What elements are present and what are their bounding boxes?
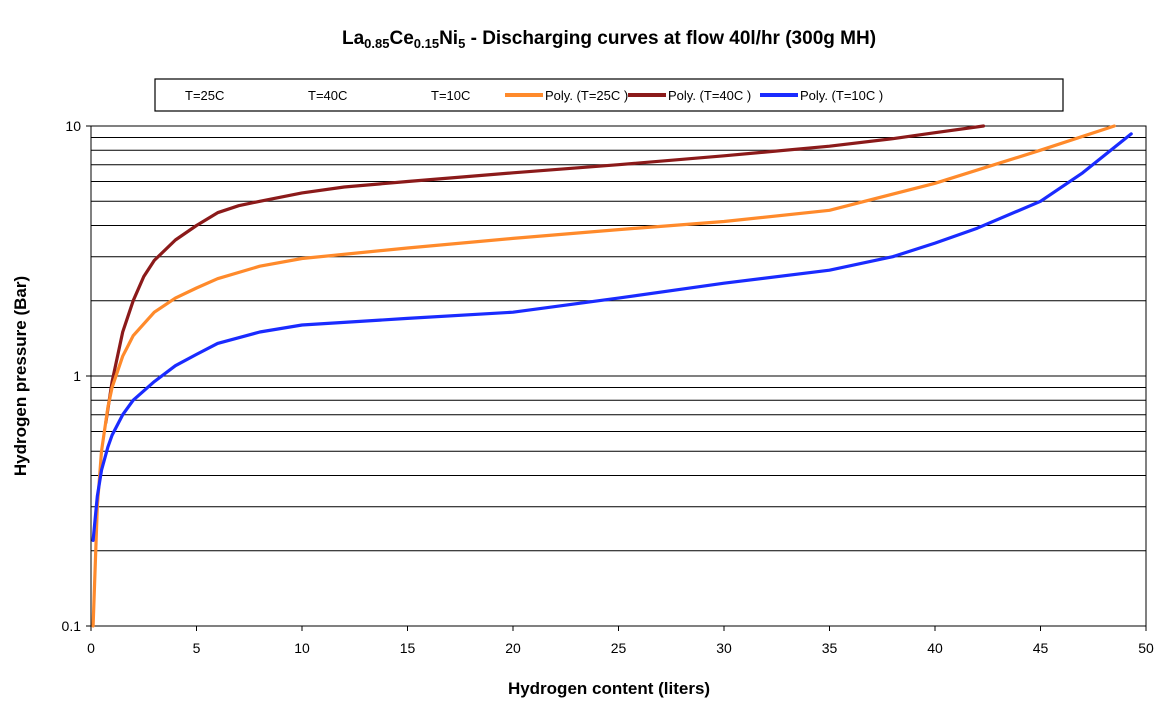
legend-item-label: Poly. (T=40C ) <box>668 88 751 103</box>
x-tick-label: 10 <box>294 640 310 656</box>
x-tick-label: 25 <box>611 640 627 656</box>
x-tick-label: 40 <box>927 640 943 656</box>
x-tick-label: 15 <box>400 640 416 656</box>
x-tick-label: 50 <box>1138 640 1154 656</box>
x-tick-label: 20 <box>505 640 521 656</box>
legend-box <box>154 78 1064 112</box>
x-tick-label: 30 <box>716 640 732 656</box>
legend-item-label: T=10C <box>431 88 470 103</box>
legend-item-label: T=40C <box>308 88 347 103</box>
x-axis-ticks: 0 5 10 15 20 25 30 35 40 45 50 <box>87 626 1154 656</box>
x-axis-label: Hydrogen content (liters) <box>508 679 710 698</box>
series-lines <box>91 124 1133 628</box>
y-tick-label: 10 <box>65 118 81 134</box>
y-tick-label: 1 <box>73 368 81 384</box>
title-part-4: Ni <box>439 28 458 49</box>
legend-item-label: Poly. (T=25C ) <box>545 88 628 103</box>
x-tick-label: 45 <box>1033 640 1049 656</box>
title-part-3: 0.15 <box>414 36 439 51</box>
series-line-poly-t-10c- <box>91 132 1133 543</box>
legend: T=25C T=40C T=10C Poly. (T=25C ) Poly. (T=40… <box>154 78 1064 112</box>
series-line-poly-t-40c- <box>104 124 986 425</box>
title-part-6: - Discharging curves at flow 40l/hr (300… <box>465 28 876 49</box>
y-tick-label: 0.1 <box>62 618 82 634</box>
chart-title: La0.85Ce0.15Ni5 - Discharging curves at … <box>342 28 876 51</box>
series-line-poly-t-25c- <box>91 124 1116 628</box>
y-axis-label: Hydrogen pressure (Bar) <box>11 276 30 476</box>
legend-item-label: Poly. (T=10C ) <box>800 88 883 103</box>
x-tick-label: 5 <box>193 640 201 656</box>
title-part-5: 5 <box>458 36 465 51</box>
gridlines <box>91 125 1146 552</box>
y-axis-ticks: 0.1 1 10 <box>62 118 91 634</box>
title-part-0: La <box>342 28 365 49</box>
legend-item-label: T=25C <box>185 88 224 103</box>
x-tick-label: 35 <box>822 640 838 656</box>
title-part-1: 0.85 <box>364 36 389 51</box>
x-tick-label: 0 <box>87 640 95 656</box>
title-part-2: Ce <box>389 28 413 49</box>
